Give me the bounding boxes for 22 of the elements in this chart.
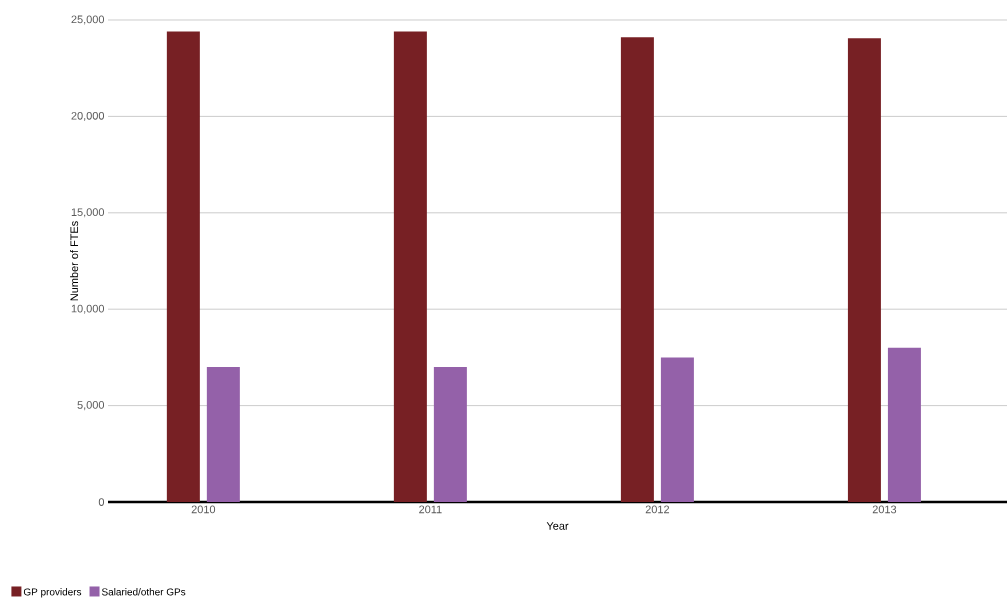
x-tick-label: 2013: [872, 505, 897, 514]
y-axis-title: Number of FTEs: [70, 221, 79, 301]
y-tick-label: 15,000: [71, 208, 105, 218]
bar: [166, 31, 200, 502]
x-tick-label: 2010: [191, 505, 216, 514]
x-tick-label: 2011: [419, 505, 442, 514]
bar: [887, 347, 921, 502]
bar: [393, 31, 427, 502]
y-tick-label: 20,000: [71, 111, 105, 121]
legend-label: Salaried/other GPs: [101, 588, 186, 596]
bar: [433, 367, 467, 502]
bar: [206, 367, 240, 502]
y-tick-label: 25,000: [71, 15, 105, 25]
y-tick-label: 0: [98, 498, 105, 506]
bar: [847, 38, 881, 502]
bar: [620, 37, 654, 502]
bar: [660, 357, 694, 502]
legend-label: GP providers: [23, 588, 82, 598]
y-tick-label: 5,000: [77, 401, 105, 411]
y-tick-label: 10,000: [71, 304, 105, 314]
x-axis-title: Year: [546, 522, 569, 530]
x-tick-label: 2012: [645, 505, 670, 514]
